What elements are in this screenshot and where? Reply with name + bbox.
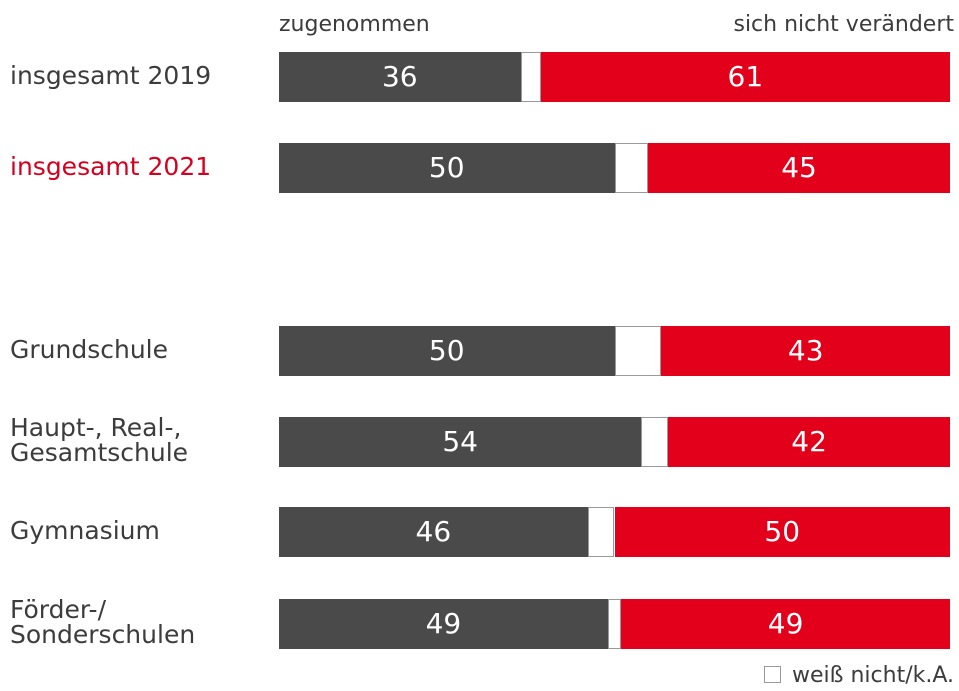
value-label: 49	[425, 607, 462, 640]
legend-entry: zugenommen	[279, 12, 430, 37]
value-label: 45	[781, 151, 817, 184]
category-label: insgesamt 2021	[10, 151, 212, 181]
category-label: Gymnasium	[10, 515, 160, 545]
value-label: 50	[428, 334, 465, 367]
value-label: 50	[428, 151, 465, 184]
bar-segment	[621, 599, 950, 649]
category-label: insgesamt 2019	[10, 60, 212, 90]
bar-segment	[279, 52, 521, 102]
legend-swatch	[763, 666, 781, 683]
value-label: 42	[791, 425, 827, 458]
category-label: Grundschule	[10, 334, 168, 364]
bar-segment	[614, 326, 662, 376]
bar-segment	[279, 507, 588, 557]
category-label: Förder-/ Sonderschulen	[10, 595, 196, 649]
bar-segment	[614, 507, 950, 557]
value-label: 61	[727, 60, 764, 93]
bar-segment	[661, 326, 950, 376]
value-label: 46	[415, 515, 452, 548]
bar-segment	[279, 326, 615, 376]
bar-segment	[614, 143, 649, 193]
bar-segment	[520, 52, 541, 102]
bar-segment	[587, 507, 615, 557]
bar-segment	[648, 143, 950, 193]
bar-segment	[279, 143, 615, 193]
value-label: 54	[442, 425, 478, 458]
value-label: 50	[764, 515, 801, 548]
bar-segment	[641, 417, 669, 467]
bar-segment	[607, 599, 622, 649]
bar-segment	[540, 52, 950, 102]
bar-segment	[279, 599, 608, 649]
bar-segment	[279, 417, 642, 467]
bar-segment	[668, 417, 950, 467]
value-label: 36	[381, 60, 418, 93]
value-label: 49	[767, 607, 804, 640]
legend-entry: weiß nicht/k.A.	[763, 663, 954, 688]
value-label: 43	[787, 334, 824, 367]
legend-entry: sich nicht verändert	[733, 12, 954, 37]
category-label: Haupt-, Real-, Gesamtschule	[10, 413, 189, 467]
